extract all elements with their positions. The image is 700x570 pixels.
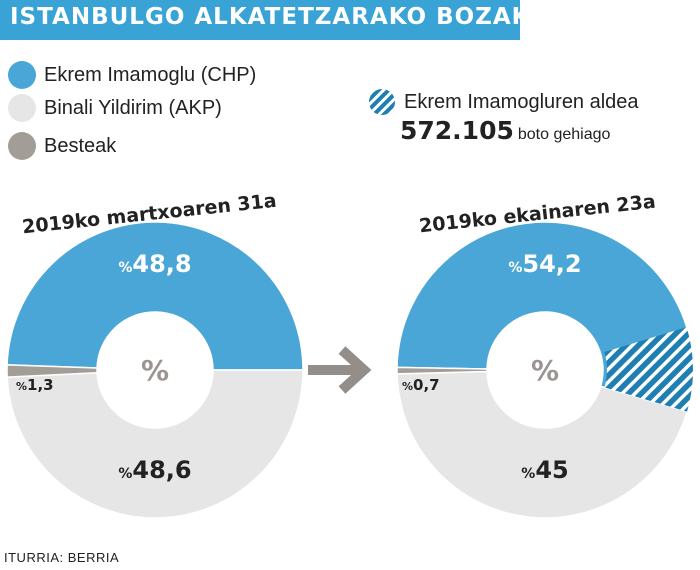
hatch-swatch-icon bbox=[369, 89, 395, 115]
margin-number: 572.105 bbox=[400, 116, 514, 145]
legend-label: Binali Yildirim (AKP) bbox=[44, 96, 222, 119]
data-label-3: %0,7 bbox=[402, 376, 440, 394]
donut-slice-1 bbox=[6, 221, 304, 371]
margin-label: Ekrem Imamogluren aldea bbox=[404, 90, 639, 113]
donut-slice-3 bbox=[6, 364, 98, 378]
data-label-1: %54,2 bbox=[508, 250, 581, 278]
source-note: ITURRIA: BERRIA bbox=[4, 550, 120, 565]
donut-slice-2 bbox=[6, 369, 304, 519]
donut-slice-2 bbox=[396, 370, 688, 519]
data-label-1: %48,8 bbox=[118, 250, 191, 278]
data-label-2: %48,6 bbox=[118, 456, 191, 484]
arrow-icon bbox=[308, 346, 372, 394]
legend-dot-imamoglu bbox=[8, 61, 36, 89]
legend-dot-yildirim bbox=[8, 94, 36, 122]
page-title: ISTANBULGO ALKATETZARAKO BOZAK bbox=[10, 4, 531, 30]
legend-item-besteak: Besteak bbox=[8, 131, 116, 161]
center-label: % bbox=[141, 354, 169, 387]
legend-label: Ekrem Imamoglu (CHP) bbox=[44, 63, 257, 86]
legend-item-yildirim: Binali Yildirim (AKP) bbox=[8, 93, 222, 123]
legend-dot-besteak bbox=[8, 132, 36, 160]
center-label: % bbox=[531, 354, 559, 387]
legend-item-imamoglu: Ekrem Imamoglu (CHP) bbox=[8, 60, 256, 90]
donut-slice-3 bbox=[396, 366, 488, 375]
legend-label: Besteak bbox=[44, 134, 117, 157]
data-label-2: %45 bbox=[521, 456, 568, 484]
margin-slice bbox=[604, 327, 694, 412]
title-bar: ISTANBULGO ALKATETZARAKO BOZAK bbox=[0, 0, 529, 40]
margin-legend: Ekrem Imamogluren aldea bbox=[368, 88, 639, 116]
margin-unit: boto gehiago bbox=[517, 126, 611, 143]
data-label-3: %1,3 bbox=[16, 376, 54, 394]
margin-value: 572.105 boto gehiago bbox=[400, 116, 610, 145]
